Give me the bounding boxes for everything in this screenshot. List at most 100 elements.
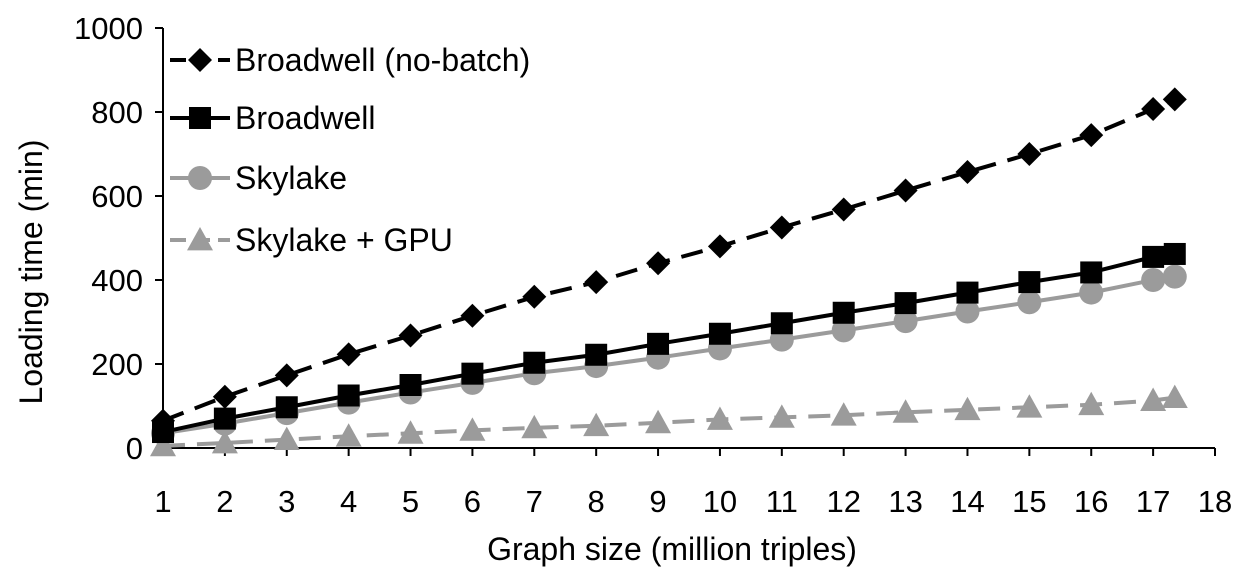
x-tick-label: 11 [766, 484, 798, 519]
data-point [336, 342, 361, 367]
series-diamond [151, 87, 1187, 433]
data-point [830, 402, 857, 426]
x-axis-title: Graph size (million triples) [487, 531, 857, 567]
legend-marker [188, 48, 212, 72]
data-point [1017, 290, 1042, 315]
data-point [460, 303, 485, 328]
legend: Broadwell (no-batch) Broadwell Skylake Skyl… [170, 42, 530, 258]
data-point [832, 301, 855, 324]
y-tick-label: 600 [91, 179, 143, 214]
data-point [1079, 123, 1104, 148]
data-point [646, 251, 671, 276]
series-layer [150, 87, 1188, 457]
data-point [768, 404, 795, 428]
data-point [1141, 97, 1166, 122]
data-point [273, 426, 300, 450]
data-point [335, 423, 362, 447]
legend-label: Skylake + GPU [235, 222, 453, 258]
legend-label: Broadwell [235, 100, 376, 136]
y-tick-label: 1000 [74, 11, 143, 46]
x-tick-label: 18 [1198, 484, 1232, 519]
x-tick-label: 14 [950, 484, 984, 519]
data-point [522, 284, 547, 309]
data-point [954, 396, 981, 421]
y-tick-label: 400 [91, 263, 143, 298]
x-tick-label: 13 [888, 484, 922, 519]
data-point [397, 420, 424, 444]
x-tick-label: 16 [1074, 484, 1108, 519]
x-tick-label: 8 [588, 484, 605, 519]
data-point [1142, 245, 1165, 268]
data-point [645, 409, 672, 434]
data-point [956, 281, 979, 304]
legend-label: Broadwell (no-batch) [235, 42, 530, 78]
x-tick-label: 2 [216, 484, 233, 519]
legend-marker [189, 107, 211, 129]
data-point [523, 351, 546, 374]
data-point [585, 343, 608, 366]
series-triangle [150, 384, 1188, 457]
data-point [706, 406, 733, 430]
x-tick-label: 1 [154, 484, 171, 519]
data-point [1163, 242, 1186, 265]
x-tick-label: 6 [464, 484, 481, 519]
data-point [584, 270, 609, 295]
legend-label: Skylake [235, 160, 347, 196]
data-point [647, 332, 670, 355]
series-square [152, 242, 1186, 444]
x-tick-label: 4 [340, 484, 357, 519]
x-tick-label: 5 [402, 484, 419, 519]
data-point [461, 362, 484, 385]
data-point [1161, 384, 1188, 408]
data-point [1017, 142, 1042, 166]
data-point [1162, 87, 1187, 112]
data-point [831, 197, 856, 222]
y-tick-label: 0 [126, 431, 143, 466]
data-point [893, 178, 918, 203]
legend-marker [188, 166, 212, 190]
x-tick-label: 9 [649, 484, 666, 519]
data-point [583, 412, 610, 437]
data-point [955, 160, 980, 185]
legend-marker [187, 227, 213, 251]
data-point [955, 299, 980, 324]
y-axis-title: Loading time (min) [13, 140, 49, 405]
data-point [1141, 268, 1166, 292]
data-point [1016, 394, 1043, 418]
x-tick-label: 17 [1136, 484, 1170, 519]
data-point [398, 323, 423, 348]
data-point [1078, 391, 1105, 416]
y-tick-label: 800 [91, 95, 143, 130]
data-point [892, 399, 919, 423]
y-tick-label: 200 [91, 347, 143, 382]
data-point [769, 215, 794, 240]
data-point [893, 309, 918, 334]
data-point [1018, 271, 1041, 294]
data-point [770, 312, 793, 335]
data-point [275, 396, 298, 419]
data-point [1079, 280, 1104, 305]
data-point [212, 384, 237, 409]
legend-item: Skylake + GPU [170, 222, 453, 258]
data-point [337, 384, 360, 407]
data-point [521, 414, 548, 439]
data-point [274, 363, 299, 388]
data-point [894, 292, 917, 315]
data-point [151, 408, 175, 433]
data-point [213, 407, 236, 430]
x-tick-label: 10 [703, 484, 737, 519]
legend-item: Broadwell [170, 100, 376, 136]
data-point [707, 234, 732, 259]
data-point [459, 417, 486, 441]
data-point [1080, 261, 1103, 284]
series-line [162, 97, 1176, 423]
x-tick-label: 3 [278, 484, 295, 519]
data-point [1140, 387, 1167, 411]
legend-item: Broadwell (no-batch) [170, 42, 530, 78]
data-point [399, 374, 422, 396]
data-point [211, 429, 238, 454]
x-tick-label: 7 [526, 484, 543, 519]
